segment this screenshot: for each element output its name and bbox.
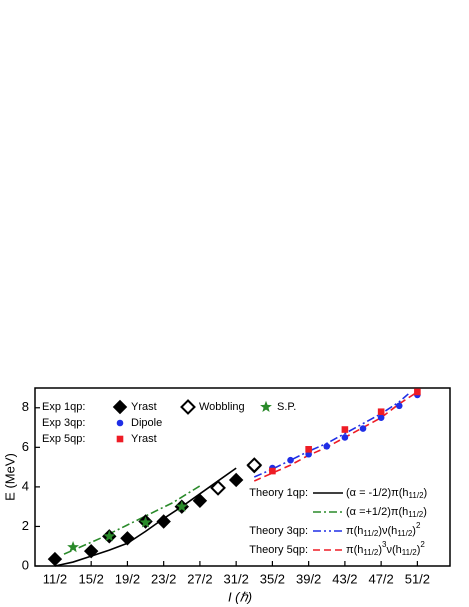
legend-label: S.P. xyxy=(277,401,296,413)
legend-label: Yrast xyxy=(131,401,157,413)
y-tick-label: 2 xyxy=(22,518,29,533)
square-marker xyxy=(305,446,312,453)
square-marker xyxy=(341,426,349,433)
x-axis-title: I (ℏ) xyxy=(228,589,252,604)
legend-group-label: Theory 1qp: xyxy=(249,487,308,499)
x-tick-label: 31/2 xyxy=(224,571,249,586)
circle-marker xyxy=(341,434,349,441)
theory-curve xyxy=(253,393,409,478)
label-part: π(h xyxy=(346,525,363,537)
x-tick-label: 47/2 xyxy=(368,571,393,586)
x-tick-label: 15/2 xyxy=(79,571,104,586)
label-part: ) xyxy=(423,506,427,518)
label-part: ) xyxy=(424,487,428,499)
y-tick-label: 8 xyxy=(22,399,29,414)
legend-label: π(h11/2)ν(h11/2)2 xyxy=(346,521,421,538)
plot-frame xyxy=(34,387,451,567)
legend-label: (α = -1/2)π(h11/2) xyxy=(346,487,427,500)
legend-label: Wobbling xyxy=(199,401,245,413)
circle-marker xyxy=(395,402,403,410)
diamond-marker xyxy=(180,399,196,415)
legend-group-label: Theory 3qp: xyxy=(249,525,308,537)
legend-group-label: Exp 1qp: xyxy=(42,401,85,413)
star-marker xyxy=(67,541,79,553)
y-tick-label: 6 xyxy=(22,439,29,454)
square-marker xyxy=(269,467,276,475)
x-tick-label: 43/2 xyxy=(332,571,357,586)
square-marker xyxy=(116,435,124,443)
theory-curve xyxy=(253,391,418,482)
square-marker xyxy=(414,388,421,396)
legend-label: Yrast xyxy=(131,433,157,445)
diamond-marker xyxy=(192,493,208,508)
label-part: 11/2 xyxy=(408,510,424,519)
x-tick-label: 39/2 xyxy=(296,571,321,586)
label-part: 2 xyxy=(420,540,425,549)
label-part: 2 xyxy=(416,521,421,530)
circle-marker xyxy=(287,456,294,464)
legend-group-label: Exp 3qp: xyxy=(42,417,85,429)
diamond-marker xyxy=(83,543,99,559)
theory-curve xyxy=(54,467,237,567)
label-part: 11/2 xyxy=(363,548,379,557)
square-marker xyxy=(377,408,385,416)
circle-marker xyxy=(323,443,331,450)
x-tick-label: 35/2 xyxy=(260,571,285,586)
star-marker xyxy=(260,400,272,413)
y-tick-label: 0 xyxy=(22,557,29,572)
diamond-marker xyxy=(112,399,128,415)
diamond-marker xyxy=(47,551,63,567)
legend-label: Dipole xyxy=(131,417,162,429)
star-marker xyxy=(103,530,116,542)
y-axis-title: E (MeV) xyxy=(2,453,17,501)
diamond-marker xyxy=(210,479,226,496)
y-tick-label: 4 xyxy=(22,478,29,493)
diamond-marker xyxy=(228,472,244,488)
circle-marker xyxy=(116,419,124,427)
label-part: 11/2 xyxy=(397,529,413,538)
x-tick-label: 19/2 xyxy=(115,571,140,586)
legend-group-label: Theory 5qp: xyxy=(249,544,308,556)
star-marker xyxy=(139,516,152,528)
label-part: ) xyxy=(378,544,382,556)
x-tick-label: 23/2 xyxy=(151,571,176,586)
label-part: 11/2 xyxy=(363,529,379,538)
label-part: 3 xyxy=(382,540,387,549)
star-marker xyxy=(175,500,188,512)
legend-label: π(h11/2)3ν(h11/2)2 xyxy=(346,540,425,557)
circle-marker xyxy=(359,425,367,432)
label-part: ) xyxy=(412,525,416,537)
circle-marker xyxy=(377,414,385,421)
theory-curve xyxy=(63,485,201,555)
x-tick-label: 27/2 xyxy=(187,571,212,586)
label-part: (α = -1/2)π(h xyxy=(346,487,409,499)
x-tick-label: 11/2 xyxy=(43,571,67,586)
label-part: π(h xyxy=(346,544,363,556)
label-part: ν(h xyxy=(386,544,401,556)
diamond-marker xyxy=(246,457,263,474)
x-tick-label: 51/2 xyxy=(405,571,430,586)
legend-label: (α =+1/2)π(h11/2) xyxy=(346,506,427,519)
legend-group-label: Exp 5qp: xyxy=(42,433,85,445)
label-part: 11/2 xyxy=(409,491,425,500)
diamond-marker xyxy=(156,514,171,529)
diamond-marker xyxy=(120,531,135,546)
label-part: (α =+1/2)π(h xyxy=(346,506,408,518)
label-part: ) xyxy=(417,544,421,556)
label-part: 11/2 xyxy=(402,548,418,557)
label-part: )ν(h xyxy=(378,525,397,537)
